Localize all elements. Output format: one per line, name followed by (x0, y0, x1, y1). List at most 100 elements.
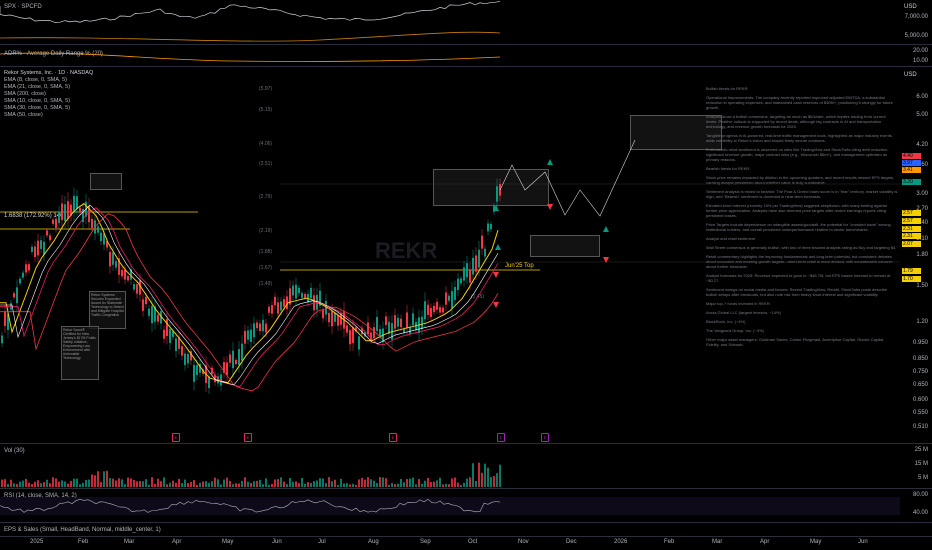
price-tag: 2.57 (902, 218, 921, 224)
volume-bar (391, 483, 393, 487)
adr-line (0, 52, 501, 62)
chart-note-scout-certified[interactable]: Rekor Scout® Certified for New Jersey's … (61, 326, 99, 380)
volume-label[interactable]: Vol (30) (4, 448, 25, 454)
candle-body (61, 203, 63, 221)
adr-pane[interactable]: ADR% - Average Daily Range % (20) (0, 45, 900, 65)
adr-label[interactable]: ADR% - Average Daily Range % (20) (4, 51, 103, 57)
candle-body (178, 337, 180, 349)
volume-bar (127, 477, 129, 487)
candle-body (304, 293, 306, 298)
volume-bar (385, 478, 387, 487)
price-tick: 1.80 (916, 252, 928, 258)
volume-bar (265, 478, 267, 487)
candle-body (466, 263, 468, 278)
rect-drawing[interactable] (433, 169, 549, 206)
chart-note-expanded-award[interactable]: Rekor Systems Secures Expanded Award for… (89, 291, 126, 329)
pane-separator[interactable] (0, 488, 932, 489)
candle-body (37, 240, 39, 256)
pane-separator[interactable] (0, 443, 932, 444)
candle-body (379, 328, 381, 338)
spx-symbol-label[interactable]: SPX · SPCFD (4, 4, 42, 10)
vol-tick: 15 M (914, 461, 928, 467)
spx-line (0, 0, 501, 23)
note-paragraph: Sentiment analysis is mixed to bearish: … (706, 189, 898, 199)
legend-ema8[interactable]: EMA (8, close, 0, SMA, 5) (4, 77, 67, 83)
candle-body (88, 205, 90, 223)
note-paragraph: Price Targets include dependence on inta… (706, 222, 891, 232)
volume-bar (280, 477, 282, 487)
earnings-event-icon[interactable]: E (389, 433, 397, 442)
volume-bar (55, 478, 57, 487)
volume-bar (58, 481, 60, 487)
volume-bar (487, 467, 489, 487)
time-label: Mar (712, 539, 723, 545)
rsi-label[interactable]: RSI (14, close, SMA, 14, 2) (4, 493, 77, 499)
legend-ema21[interactable]: EMA (21, close, 0, SMA, 5) (4, 84, 71, 90)
candle-body (220, 374, 222, 386)
rect-drawing[interactable] (90, 173, 122, 190)
pane-separator[interactable] (0, 44, 932, 45)
eps-label[interactable]: EPS & Sales (Small, HeadBand, Normal, mi… (4, 527, 161, 533)
candle-body (421, 316, 423, 330)
volume-bar (376, 482, 378, 487)
volume-bar (49, 483, 51, 487)
price-tag: 2.31 (902, 233, 921, 239)
price-tick: 2.70 (916, 206, 928, 212)
up-arrow-icon (493, 205, 499, 211)
legend-sma30[interactable]: SMA (30, close, 0, SMA, 5) (4, 105, 71, 111)
volume-bar (82, 482, 84, 487)
candle-body (103, 233, 105, 245)
candle-body (451, 290, 453, 309)
legend-sma200[interactable]: SMA (200, close) (4, 91, 46, 97)
volume-bar (400, 478, 402, 487)
time-label: Apr (760, 539, 770, 545)
volume-bar (247, 481, 249, 487)
volume-bar (259, 479, 261, 487)
pane-separator[interactable] (0, 66, 932, 67)
note-paragraph: Arosa Global LLC (largest investor, ~14%… (706, 310, 781, 315)
price-tick: 1.20 (916, 319, 928, 325)
symbol-title[interactable]: Rekor Systems, Inc. · 1D · NASDAQ (4, 70, 94, 76)
candle-body (277, 302, 279, 314)
volume-bar (124, 484, 126, 487)
adr-tick: 10.00 (912, 58, 928, 64)
volume-bar (373, 480, 375, 487)
volume-bar (163, 477, 165, 487)
candle-body (55, 218, 57, 228)
candle-body (283, 299, 285, 307)
spx-pane[interactable]: SPX · SPCFD (0, 0, 900, 44)
volume-bar (217, 479, 219, 487)
volume-bar (427, 477, 429, 487)
volume-bar (4, 479, 6, 487)
chart-canvas[interactable] (0, 0, 900, 550)
price-tag: 3.20 (902, 179, 921, 185)
earnings-event-icon[interactable]: E (497, 433, 505, 442)
earnings-event-icon[interactable]: E (541, 433, 549, 442)
volume-bar (460, 484, 462, 487)
earnings-event-icon[interactable]: E (172, 433, 180, 442)
candle-body (286, 296, 288, 310)
volume-bar (1, 479, 3, 487)
time-label: Jul (318, 539, 326, 545)
legend-sma10[interactable]: SMA (10, close, 0, SMA, 5) (4, 98, 71, 104)
candle-body (202, 369, 204, 375)
text-note-block[interactable]: Bullish thesis for REKR: Operational Impr… (706, 86, 898, 351)
rect-drawing[interactable] (530, 235, 600, 257)
rect-drawing[interactable] (630, 115, 722, 150)
time-label: Jun (272, 539, 282, 545)
volume-bar (349, 484, 351, 487)
legend-sma50[interactable]: SMA (50, close) (4, 112, 43, 118)
sma-line (0, 207, 499, 388)
time-label: Feb (78, 539, 89, 545)
volume-bar (469, 477, 471, 487)
time-label: Mar (124, 539, 135, 545)
volume-bar (157, 478, 159, 487)
note-paragraph: Analyst forecasts for 2025: Revenue expe… (706, 273, 891, 283)
candle-body (298, 287, 300, 294)
volume-bar (328, 477, 330, 487)
candle-body (181, 346, 183, 356)
pane-separator[interactable] (0, 522, 932, 523)
candle-body (448, 295, 450, 301)
earnings-event-icon[interactable]: E (244, 433, 252, 442)
volume-bar (73, 478, 75, 487)
